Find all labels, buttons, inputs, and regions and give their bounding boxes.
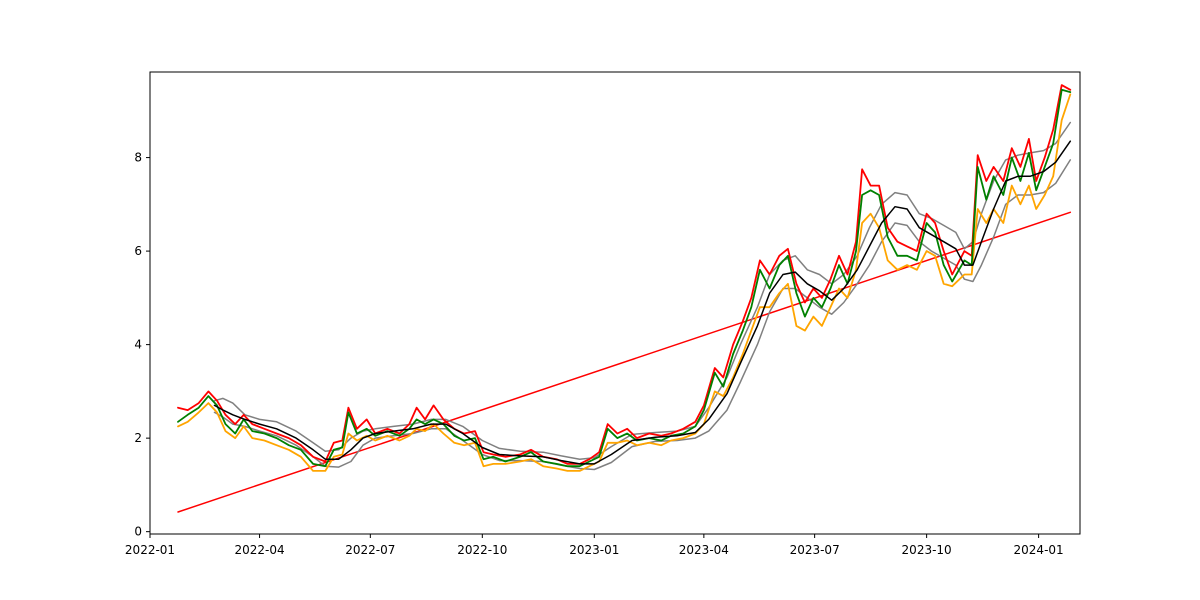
series-line-moving-average (213, 140, 1072, 465)
y-tick-label: 0 (134, 525, 142, 539)
y-tick-label: 2 (134, 431, 142, 445)
y-tick-label: 4 (134, 338, 142, 352)
series-line-upper-band (213, 121, 1072, 460)
series-line-low (177, 93, 1072, 472)
series-line-close (177, 88, 1072, 468)
x-tick-label: 2024-01 (1014, 543, 1064, 557)
x-tick-label: 2022-10 (457, 543, 507, 557)
x-tick-label: 2022-07 (345, 543, 395, 557)
x-tick-label: 2022-04 (234, 543, 284, 557)
y-tick-label: 6 (134, 244, 142, 258)
x-tick-label: 2023-07 (790, 543, 840, 557)
y-axis: 0 2 4 6 8 (134, 151, 150, 539)
x-tick-label: 2023-10 (902, 543, 952, 557)
series-line-lower-band (213, 159, 1072, 471)
series-layer (177, 84, 1072, 513)
x-tick-label: 2023-01 (569, 543, 619, 557)
axes-background (150, 72, 1080, 534)
x-tick-label: 2022-01 (125, 543, 175, 557)
x-tick-label: 2023-04 (679, 543, 729, 557)
x-axis: 2022-01 2022-04 2022-07 2022-10 2023-01 2023-… (125, 534, 1064, 557)
y-tick-label: 8 (134, 151, 142, 165)
axes-frame (149, 71, 1081, 535)
series-line-high (177, 84, 1072, 465)
plot-area (149, 71, 1081, 535)
